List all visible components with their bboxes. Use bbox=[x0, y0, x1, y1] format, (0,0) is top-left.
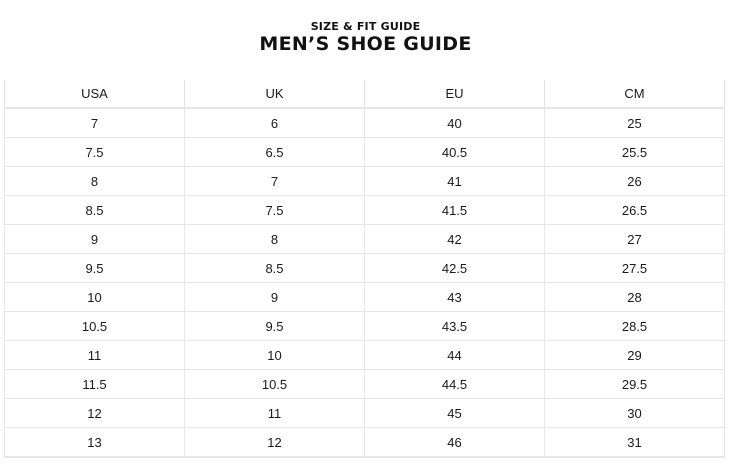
table-row: 10 9 43 28 bbox=[4, 282, 725, 312]
cell-cm: 26.5 bbox=[544, 195, 725, 225]
table-row: 7 6 40 25 bbox=[4, 107, 725, 138]
cell-eu: 46 bbox=[364, 427, 545, 458]
cell-usa: 12 bbox=[4, 398, 185, 428]
cell-eu: 45 bbox=[364, 398, 545, 428]
cell-uk: 6.5 bbox=[184, 137, 365, 167]
cell-eu: 42 bbox=[364, 224, 545, 254]
cell-uk: 11 bbox=[184, 398, 365, 428]
cell-uk: 9 bbox=[184, 282, 365, 312]
guide-title: MEN’S SHOE GUIDE bbox=[259, 33, 472, 55]
cell-uk: 7.5 bbox=[184, 195, 365, 225]
cell-uk: 9.5 bbox=[184, 311, 365, 341]
cell-usa: 9.5 bbox=[4, 253, 185, 283]
cell-eu: 44 bbox=[364, 340, 545, 370]
table-row: 8.5 7.5 41.5 26.5 bbox=[4, 195, 725, 225]
cell-usa: 7 bbox=[4, 107, 185, 138]
table-header-row: USA UK EU CM bbox=[4, 80, 725, 109]
cell-cm: 25.5 bbox=[544, 137, 725, 167]
column-header-uk: UK bbox=[184, 80, 365, 109]
column-header-eu: EU bbox=[364, 80, 545, 109]
cell-usa: 11 bbox=[4, 340, 185, 370]
cell-cm: 25 bbox=[544, 107, 725, 138]
cell-eu: 44.5 bbox=[364, 369, 545, 399]
cell-uk: 7 bbox=[184, 166, 365, 196]
cell-eu: 42.5 bbox=[364, 253, 545, 283]
table-row: 11 10 44 29 bbox=[4, 340, 725, 370]
table-row: 13 12 46 31 bbox=[4, 427, 725, 458]
cell-usa: 8 bbox=[4, 166, 185, 196]
cell-cm: 27.5 bbox=[544, 253, 725, 283]
cell-cm: 31 bbox=[544, 427, 725, 458]
cell-uk: 8.5 bbox=[184, 253, 365, 283]
cell-usa: 10 bbox=[4, 282, 185, 312]
table-row: 12 11 45 30 bbox=[4, 398, 725, 428]
cell-eu: 43 bbox=[364, 282, 545, 312]
cell-usa: 10.5 bbox=[4, 311, 185, 341]
cell-eu: 40.5 bbox=[364, 137, 545, 167]
table-row: 7.5 6.5 40.5 25.5 bbox=[4, 137, 725, 167]
cell-uk: 10 bbox=[184, 340, 365, 370]
cell-eu: 40 bbox=[364, 107, 545, 138]
table-row: 9 8 42 27 bbox=[4, 224, 725, 254]
cell-uk: 6 bbox=[184, 107, 365, 138]
size-conversion-table: USA UK EU CM 7 6 40 25 7.5 6.5 40.5 25.5… bbox=[4, 80, 725, 458]
cell-cm: 30 bbox=[544, 398, 725, 428]
cell-cm: 29.5 bbox=[544, 369, 725, 399]
cell-eu: 43.5 bbox=[364, 311, 545, 341]
cell-usa: 9 bbox=[4, 224, 185, 254]
cell-cm: 28 bbox=[544, 282, 725, 312]
column-header-usa: USA bbox=[4, 80, 185, 109]
table-row: 8 7 41 26 bbox=[4, 166, 725, 196]
cell-cm: 26 bbox=[544, 166, 725, 196]
cell-uk: 8 bbox=[184, 224, 365, 254]
cell-cm: 28.5 bbox=[544, 311, 725, 341]
cell-cm: 27 bbox=[544, 224, 725, 254]
cell-eu: 41 bbox=[364, 166, 545, 196]
guide-header: SIZE & FIT GUIDE MEN’S SHOE GUIDE bbox=[0, 20, 731, 55]
cell-usa: 13 bbox=[4, 427, 185, 458]
cell-uk: 10.5 bbox=[184, 369, 365, 399]
column-header-cm: CM bbox=[544, 80, 725, 109]
cell-usa: 8.5 bbox=[4, 195, 185, 225]
cell-usa: 11.5 bbox=[4, 369, 185, 399]
cell-cm: 29 bbox=[544, 340, 725, 370]
table-row: 11.5 10.5 44.5 29.5 bbox=[4, 369, 725, 399]
cell-usa: 7.5 bbox=[4, 137, 185, 167]
cell-uk: 12 bbox=[184, 427, 365, 458]
table-row: 9.5 8.5 42.5 27.5 bbox=[4, 253, 725, 283]
guide-subtitle: SIZE & FIT GUIDE bbox=[310, 20, 421, 33]
cell-eu: 41.5 bbox=[364, 195, 545, 225]
table-row: 10.5 9.5 43.5 28.5 bbox=[4, 311, 725, 341]
